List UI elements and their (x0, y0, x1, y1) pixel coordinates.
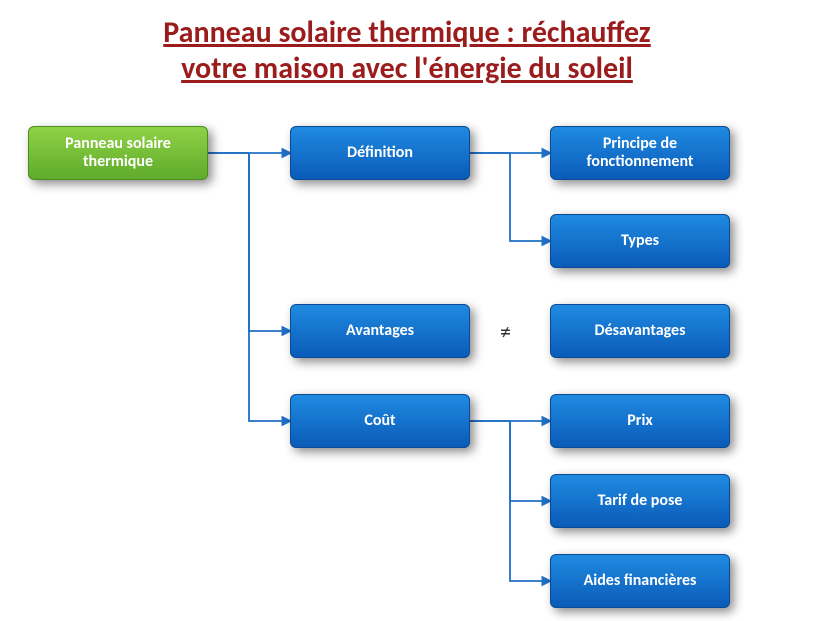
node-desavantages-label: Désavantages (588, 318, 691, 344)
node-avantages-label: Avantages (340, 318, 420, 344)
connector-edge (510, 421, 550, 501)
node-cout-label: Coût (358, 408, 401, 434)
node-principe-label: Principe defonctionnement (581, 131, 700, 176)
edges-group (208, 153, 550, 581)
node-desavantages: Désavantages (550, 304, 730, 358)
node-prix-label: Prix (621, 408, 658, 434)
page-title-line2: votre maison avec l'énergie du soleil (0, 50, 814, 87)
node-types: Types (550, 214, 730, 268)
node-aides: Aides financières (550, 554, 730, 608)
node-cout: Coût (290, 394, 470, 448)
node-tarif: Tarif de pose (550, 474, 730, 528)
not-equal-symbol: ≠ (500, 318, 511, 345)
node-definition-label: Définition (341, 140, 419, 166)
page-title-line1: Panneau solaire thermique : réchauffez (0, 14, 814, 51)
node-avantages: Avantages (290, 304, 470, 358)
node-principe: Principe defonctionnement (550, 126, 730, 180)
node-root: Panneau solairethermique (28, 126, 208, 180)
node-tarif-label: Tarif de pose (592, 488, 689, 514)
connector-edge (510, 421, 550, 581)
node-aides-label: Aides financières (578, 568, 703, 594)
node-definition: Définition (290, 126, 470, 180)
node-prix: Prix (550, 394, 730, 448)
connector-edge (510, 153, 550, 241)
node-types-label: Types (615, 228, 665, 254)
connector-edge (249, 153, 290, 421)
connector-edge (249, 153, 290, 331)
node-root-label: Panneau solairethermique (59, 131, 177, 176)
